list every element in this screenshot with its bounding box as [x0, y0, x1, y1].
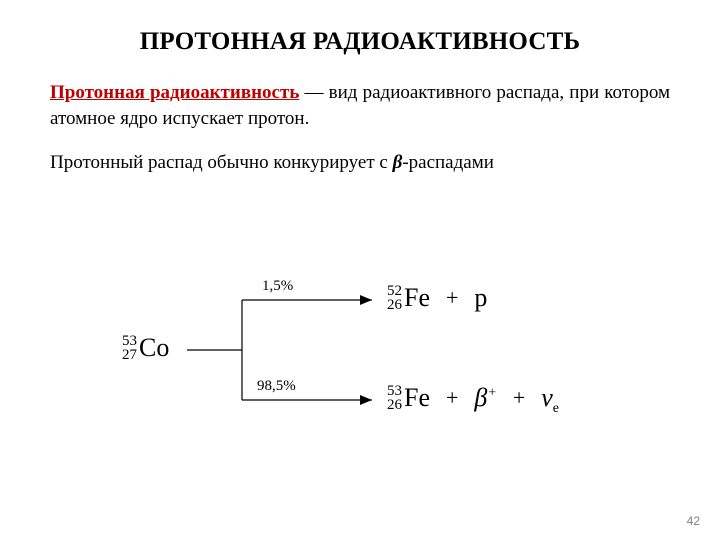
definition-paragraph: Протонная радиоактивность — вид радиоакт… — [50, 80, 670, 131]
branch2-daughter-sym: Fe — [404, 385, 430, 411]
plus-3: + — [513, 387, 525, 409]
branch1-daughter-A: 52 — [387, 284, 402, 298]
second-paragraph: Протонный распад обычно конкурирует с β-… — [50, 150, 670, 176]
branch2-daughter-Z: 26 — [387, 398, 402, 412]
branch1-daughter-sym: Fe — [404, 285, 430, 311]
definition-term: Протонная радиоактивность — [50, 82, 299, 103]
parent-sym: Co — [139, 335, 169, 361]
branch2-products: 53 26 Fe + β+ + νe — [387, 384, 559, 413]
branch1-products: 52 26 Fe + p — [387, 284, 487, 313]
parent-numbers: 53 27 — [122, 334, 137, 363]
line2-b: -распадами — [402, 152, 494, 173]
branch2-daughter-numbers: 53 26 — [387, 384, 402, 413]
branch2-nu: νe — [541, 385, 559, 411]
beta-symbol: β — [393, 152, 403, 173]
parent-nuclide: 53 27 Co — [122, 334, 169, 363]
page-number: 42 — [687, 514, 700, 528]
branch1-daughter-numbers: 52 26 — [387, 284, 402, 313]
branch1-daughter-Z: 26 — [387, 298, 402, 312]
slide-title: ПРОТОННАЯ РАДИОАКТИВНОСТЬ — [50, 28, 670, 56]
decay-diagram: 53 27 Co 1,5% 98,5% 52 26 Fe + — [122, 278, 622, 438]
branch2-percent: 98,5% — [257, 378, 296, 395]
line2-a: Протонный распад обычно конкурирует с — [50, 152, 393, 173]
branch2-beta: β+ — [474, 385, 496, 411]
parent-Z: 27 — [122, 348, 137, 362]
parent-A: 53 — [122, 334, 137, 348]
branch1-proton: p — [474, 285, 487, 311]
plus-1: + — [446, 287, 458, 309]
branch2-daughter-A: 53 — [387, 384, 402, 398]
beta-plus: + — [487, 386, 496, 401]
branch-lines — [187, 278, 407, 438]
plus-2: + — [446, 387, 458, 409]
branch1-percent: 1,5% — [262, 278, 293, 295]
nu-e: e — [553, 402, 559, 417]
